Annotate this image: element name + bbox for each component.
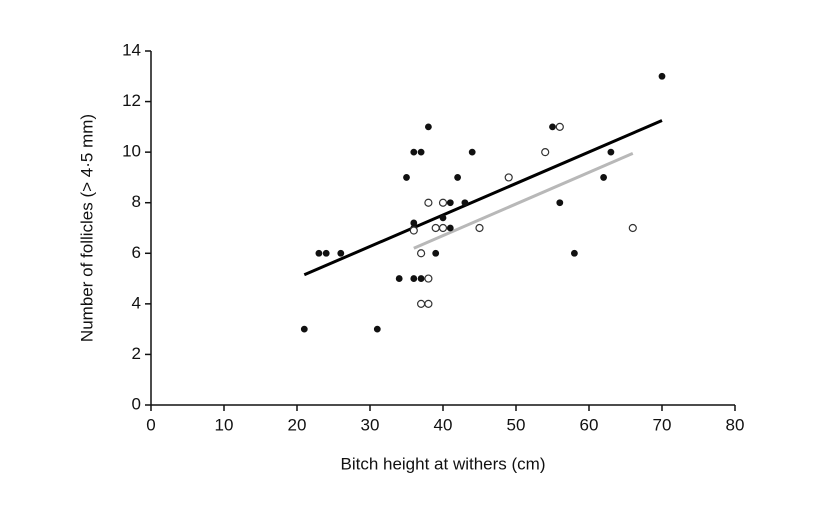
point bbox=[571, 249, 578, 257]
point bbox=[425, 123, 432, 131]
point bbox=[409, 226, 418, 235]
point bbox=[438, 198, 448, 207]
point bbox=[337, 249, 345, 257]
point bbox=[417, 299, 426, 308]
point bbox=[395, 275, 403, 282]
point bbox=[403, 174, 410, 181]
y-axis-label: Number of follicles (> 4·5 mm) bbox=[77, 114, 96, 342]
point bbox=[454, 174, 462, 181]
point bbox=[424, 299, 433, 308]
point bbox=[446, 199, 454, 207]
point bbox=[504, 173, 513, 182]
point bbox=[410, 275, 418, 282]
y-tick-label: 2 bbox=[132, 344, 141, 363]
x-tick-label: 40 bbox=[434, 415, 453, 434]
point bbox=[424, 198, 433, 207]
x-tick-label: 80 bbox=[726, 415, 745, 434]
y-tick-label: 10 bbox=[122, 142, 141, 161]
point bbox=[658, 72, 666, 80]
point bbox=[438, 223, 448, 233]
point bbox=[628, 223, 637, 233]
y-tick-label: 4 bbox=[132, 293, 141, 312]
point bbox=[424, 274, 433, 283]
point bbox=[468, 148, 476, 156]
point bbox=[373, 325, 381, 333]
point bbox=[417, 148, 425, 156]
x-tick-label: 60 bbox=[580, 415, 599, 434]
regression-line bbox=[413, 152, 634, 250]
point bbox=[322, 249, 330, 257]
point bbox=[600, 174, 607, 181]
point bbox=[475, 223, 484, 233]
point bbox=[300, 325, 308, 333]
x-tick-label: 10 bbox=[215, 415, 234, 434]
point bbox=[541, 148, 550, 157]
x-axis-label: Bitch height at withers (cm) bbox=[340, 454, 545, 473]
y-tick-label: 8 bbox=[132, 192, 141, 211]
point bbox=[549, 123, 556, 131]
point bbox=[417, 249, 426, 258]
x-tick-label: 0 bbox=[146, 415, 155, 434]
point bbox=[607, 148, 615, 156]
point bbox=[446, 224, 454, 232]
point bbox=[315, 249, 323, 257]
y-tick-label: 14 bbox=[122, 40, 141, 59]
point bbox=[431, 223, 440, 233]
x-tick-label: 20 bbox=[288, 415, 307, 434]
point bbox=[461, 199, 469, 207]
point bbox=[556, 199, 564, 207]
point bbox=[439, 214, 447, 222]
regression-line bbox=[303, 119, 663, 277]
point bbox=[432, 249, 440, 257]
x-tick-label: 70 bbox=[653, 415, 672, 434]
point bbox=[410, 219, 418, 227]
y-tick-label: 0 bbox=[132, 394, 141, 413]
y-tick-label: 6 bbox=[132, 243, 141, 262]
point bbox=[417, 275, 425, 282]
x-tick-label: 50 bbox=[507, 415, 526, 434]
y-tick-label: 12 bbox=[122, 91, 141, 110]
x-tick-label: 30 bbox=[361, 415, 380, 434]
point bbox=[410, 148, 418, 156]
point bbox=[555, 122, 564, 131]
